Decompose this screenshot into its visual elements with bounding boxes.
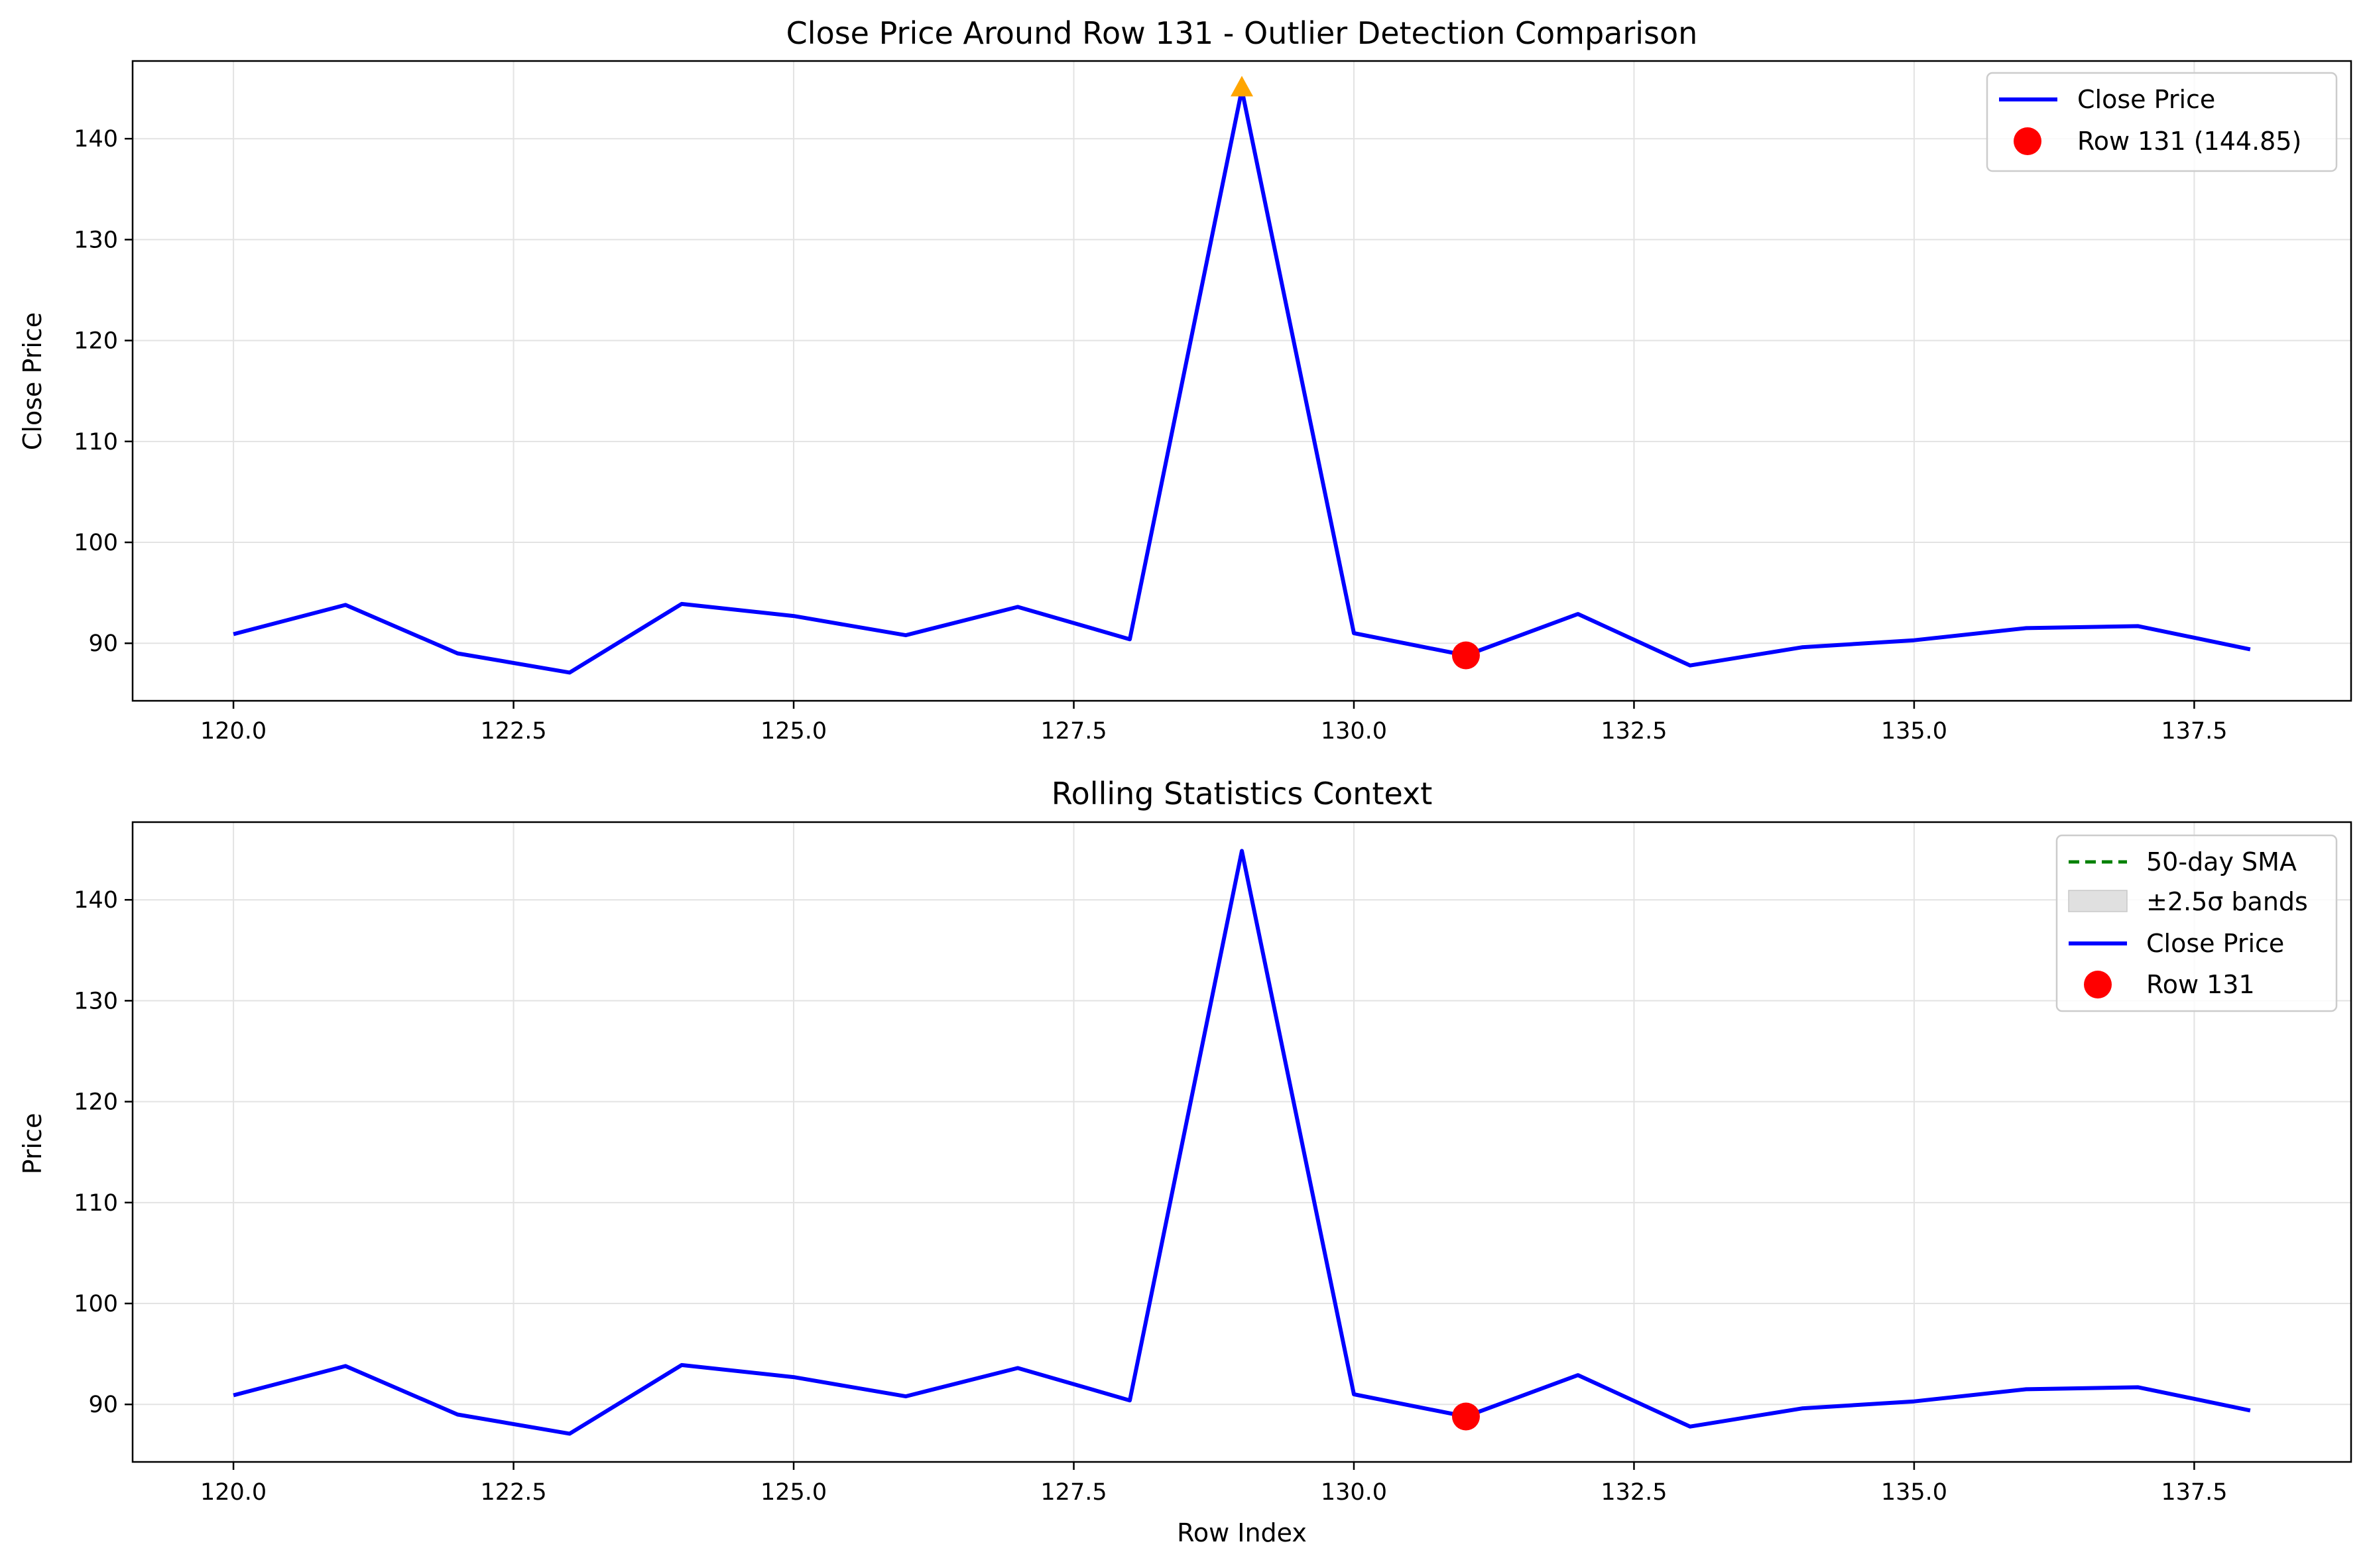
x-tick-label: 132.5 <box>1601 718 1667 745</box>
x-tick-label: 125.0 <box>760 718 827 745</box>
legend-row-131-label: Row 131 <box>2146 970 2255 999</box>
y-tick-label: 120 <box>74 1089 118 1116</box>
grid-lines <box>133 61 2351 701</box>
y-tick-label: 120 <box>74 328 118 355</box>
x-axis-label: Row Index <box>1177 1518 1307 1547</box>
x-tick-label: 135.0 <box>1881 1479 1947 1506</box>
legend: 50-day SMA ±2.5σ bands Close Price Row 1… <box>2055 834 2338 1012</box>
legend-row-131-label: Row 131 (144.85) <box>2077 127 2301 156</box>
x-tick-label: 137.5 <box>2161 1479 2227 1506</box>
data-series <box>233 76 2251 675</box>
legend-bands-swatch <box>2068 890 2128 912</box>
data-series <box>233 849 2251 1436</box>
rolling-statistics-chart: Rolling Statistics Context Price Row Ind… <box>18 776 2352 1547</box>
legend-row-131-swatch <box>2014 127 2041 155</box>
y-axis-label: Price <box>18 1113 47 1175</box>
axis-ticks: 120.0 122.5 125.0 127.5 130.0 132.5 135.0 137.5… <box>74 126 2227 745</box>
legend-close-price-label: Close Price <box>2077 85 2215 114</box>
x-tick-label: 125.0 <box>760 1479 827 1506</box>
x-tick-label: 130.0 <box>1321 718 1387 745</box>
close-price-chart: Close Price Around Row 131 - Outlier Det… <box>18 15 2352 745</box>
x-tick-label: 122.5 <box>480 1479 546 1506</box>
legend-box <box>2055 834 2338 1012</box>
y-tick-label: 90 <box>88 1392 118 1418</box>
y-tick-label: 140 <box>74 887 118 914</box>
x-tick-label: 127.5 <box>1040 718 1107 745</box>
x-tick-label: 120.0 <box>200 1479 267 1506</box>
x-tick-label: 127.5 <box>1040 1479 1107 1506</box>
axis-ticks: 120.0 122.5 125.0 127.5 130.0 132.5 135.0 137.5… <box>74 887 2227 1506</box>
row-131-point <box>1451 641 1480 670</box>
x-tick-label: 122.5 <box>480 718 546 745</box>
y-tick-label: 130 <box>74 988 118 1014</box>
y-tick-label: 110 <box>74 1190 118 1217</box>
legend-row-131-swatch <box>2084 971 2112 998</box>
chart-title: Rolling Statistics Context <box>1052 776 1432 812</box>
plot-frame <box>131 60 2352 702</box>
x-tick-label: 120.0 <box>200 718 267 745</box>
legend-box <box>1986 72 2338 172</box>
y-axis-label: Close Price <box>18 312 47 450</box>
chart-title: Close Price Around Row 131 - Outlier Det… <box>786 15 1698 51</box>
legend: Close Price Row 131 (144.85) <box>1986 72 2338 172</box>
y-tick-label: 100 <box>74 530 118 556</box>
row-131-point <box>1451 1402 1480 1431</box>
legend-close-price-label: Close Price <box>2146 929 2284 958</box>
y-tick-label: 90 <box>88 631 118 657</box>
y-tick-label: 110 <box>74 429 118 455</box>
close-price-line <box>233 849 2251 1436</box>
y-tick-label: 130 <box>74 227 118 253</box>
legend-sma-label: 50-day SMA <box>2146 847 2297 876</box>
legend-bands-label: ±2.5σ bands <box>2146 887 2308 916</box>
x-tick-label: 137.5 <box>2161 718 2227 745</box>
outlier-triangle-marker <box>1231 76 1253 97</box>
x-tick-label: 130.0 <box>1321 1479 1387 1506</box>
x-tick-label: 132.5 <box>1601 1479 1667 1506</box>
x-tick-label: 135.0 <box>1881 718 1947 745</box>
y-tick-label: 140 <box>74 126 118 152</box>
y-tick-label: 100 <box>74 1291 118 1317</box>
plot-frame <box>131 821 2352 1463</box>
